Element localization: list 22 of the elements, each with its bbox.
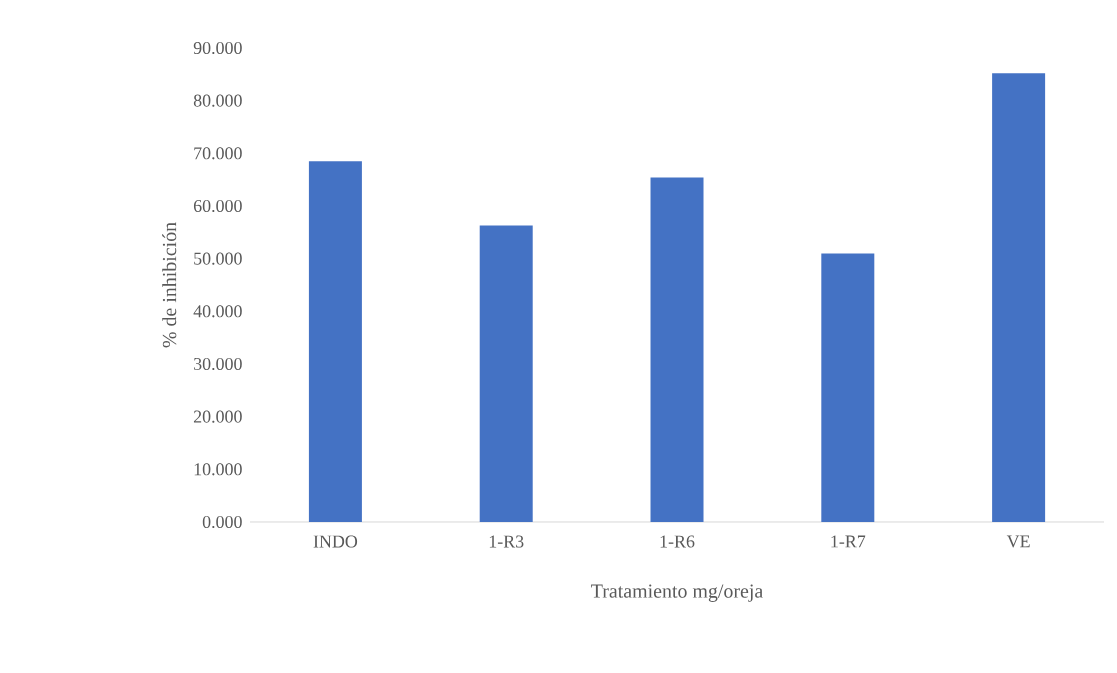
y-tick-label: 70.000 <box>194 147 242 160</box>
bar <box>308 161 362 522</box>
x-axis-title: Tratamiento mg/oreja <box>591 584 763 602</box>
y-tick-label: 0.000 <box>202 515 242 529</box>
x-tick-label: 1-R3 <box>489 535 524 548</box>
bar <box>992 73 1046 522</box>
y-tick-label: 50.000 <box>194 252 242 265</box>
bar <box>821 253 875 522</box>
y-tick-label: 90.000 <box>193 41 242 55</box>
bar <box>479 225 533 522</box>
y-tick-label: 40.000 <box>193 305 242 318</box>
x-tick-label: 1-R7 <box>831 535 866 548</box>
y-tick-label: 60.000 <box>193 199 242 213</box>
y-tick-label: 30.000 <box>194 357 242 371</box>
y-tick-label: 10.000 <box>194 463 242 476</box>
y-tick-label: 20.000 <box>193 410 242 423</box>
x-tick-label: 1-R6 <box>660 535 695 548</box>
y-axis-title: % de inhibición <box>162 222 177 348</box>
y-tick-label: 80.000 <box>193 94 242 107</box>
x-tick-label: INDO <box>313 535 358 548</box>
x-tick-label: VE <box>1006 535 1030 548</box>
bar <box>650 177 704 522</box>
